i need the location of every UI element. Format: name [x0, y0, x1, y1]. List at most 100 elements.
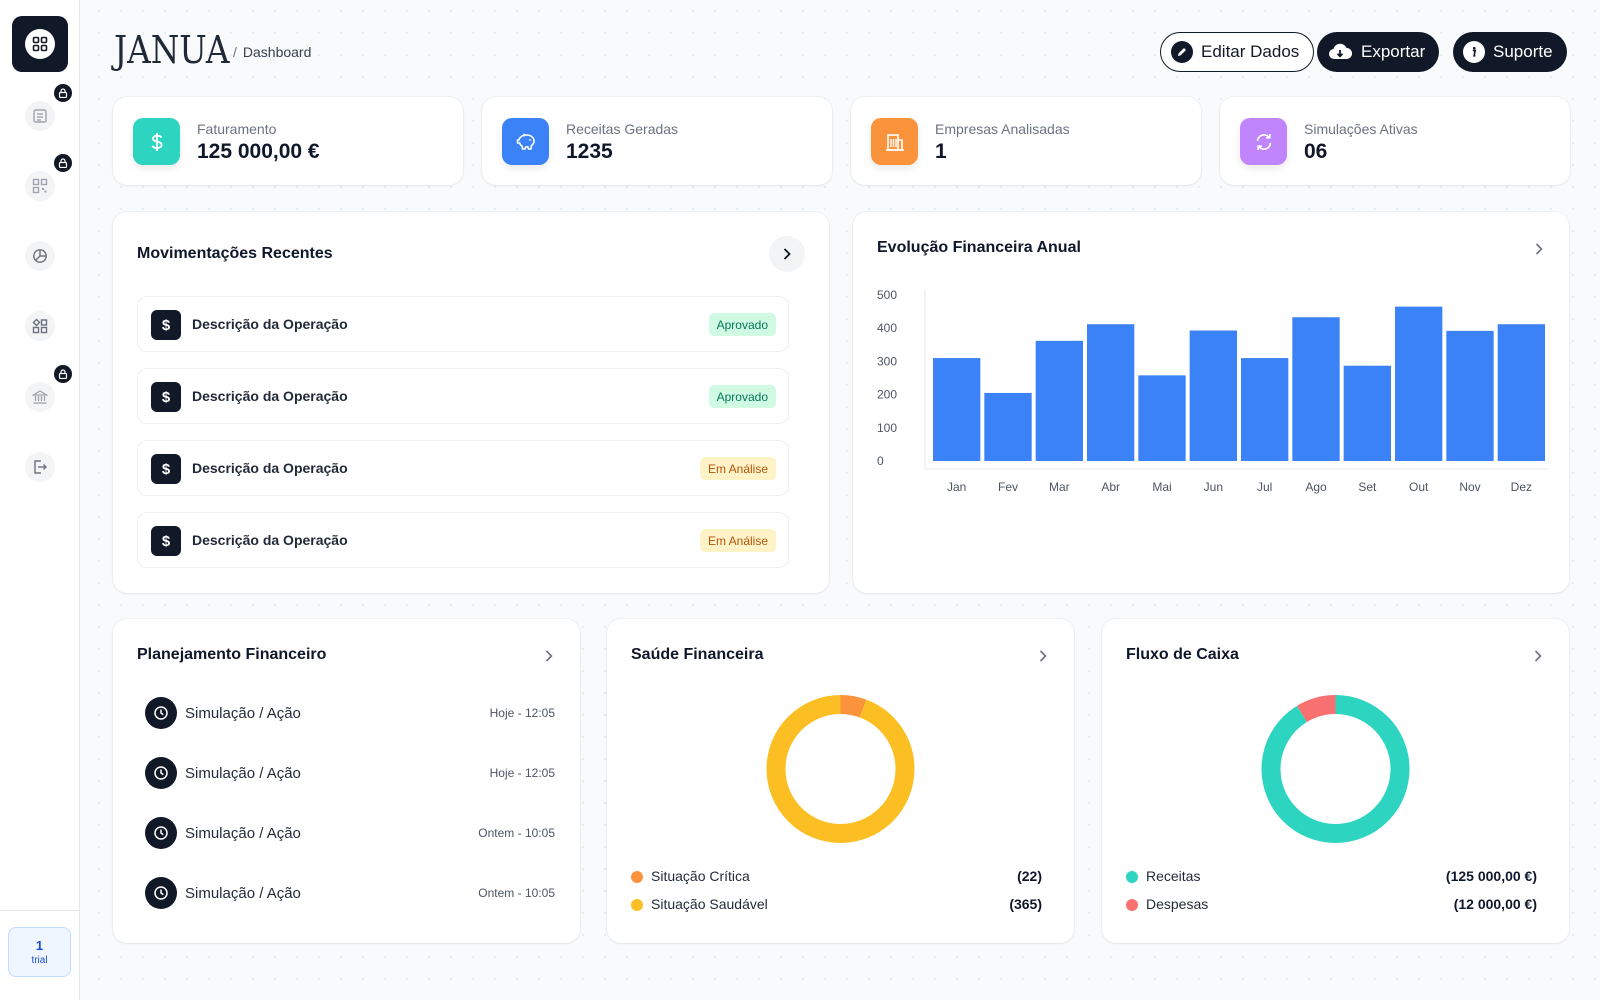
dollar-icon: $ [151, 454, 181, 484]
breadcrumb: / Dashboard [233, 44, 311, 60]
piggy-bank-icon [502, 118, 549, 165]
export-label: Exportar [1361, 42, 1426, 61]
list-item[interactable]: Simulação / Ação Hoje - 12:05 [145, 697, 555, 731]
bar [933, 358, 981, 461]
logo[interactable]: JANUA [114, 28, 230, 72]
annual-evolution-card: Evolução Financeira Anual 0 100 200 300 400 5… [853, 212, 1569, 593]
export-button[interactable]: Exportar [1317, 32, 1440, 72]
chevron-right-icon[interactable] [769, 236, 805, 272]
card-title: Evolução Financeira Anual [877, 239, 1081, 256]
stat-card-companies: Empresas Analisadas 1 [851, 97, 1201, 185]
sidebar-item-logout[interactable] [12, 439, 68, 495]
x-tick-label: Jun [1204, 480, 1223, 494]
bar [1395, 306, 1443, 461]
timestamp: Hoje - 12:05 [489, 766, 555, 780]
card-title: Saúde Financeira [631, 646, 764, 663]
list-item[interactable]: Simulação / Ação Ontem - 10:05 [145, 817, 555, 851]
stat-label: Simulações Ativas [1304, 121, 1418, 137]
status-badge: Em Análise [699, 457, 776, 480]
y-tick-label: 0 [877, 454, 884, 468]
donut-segment [766, 695, 915, 843]
legend-dot [631, 899, 643, 911]
y-tick-label: 500 [877, 288, 897, 302]
legend-dot [631, 871, 643, 883]
legend-dot [1126, 871, 1138, 883]
x-tick-label: Abr [1101, 480, 1120, 494]
x-tick-label: Ago [1305, 480, 1327, 494]
timestamp: Ontem - 10:05 [478, 886, 555, 900]
clock-icon [145, 757, 177, 789]
qr-icon [25, 171, 55, 201]
list-item[interactable]: $ Descrição da Operação Aprovado [137, 296, 789, 352]
x-tick-label: Out [1409, 480, 1429, 494]
timestamp: Ontem - 10:05 [478, 826, 555, 840]
sidebar-item-bank[interactable] [12, 365, 72, 425]
timestamp: Hoje - 12:05 [489, 706, 555, 720]
chevron-right-icon[interactable] [537, 644, 561, 668]
card-title: Fluxo de Caixa [1126, 646, 1239, 663]
sidebar-item-analytics[interactable] [12, 228, 68, 284]
breadcrumb-separator: / [233, 44, 237, 60]
stat-card-simulations: Simulações Ativas 06 [1220, 97, 1570, 185]
sidebar-item-widgets[interactable] [12, 298, 68, 354]
info-icon [1463, 41, 1485, 63]
sidebar-item-dashboard[interactable] [12, 16, 68, 72]
lock-icon [54, 365, 72, 383]
dollar-icon [133, 118, 180, 165]
refresh-icon [1240, 118, 1287, 165]
legend-label: Receitas [1146, 868, 1201, 884]
list-item[interactable]: Simulação / Ação Ontem - 10:05 [145, 877, 555, 911]
stat-label: Empresas Analisadas [935, 121, 1070, 137]
lock-icon [54, 84, 72, 102]
x-tick-label: Nov [1459, 480, 1480, 494]
y-tick-label: 100 [877, 421, 897, 435]
sidebar-item-qr[interactable] [12, 154, 72, 214]
list-item[interactable]: $ Descrição da Operação Em Análise [137, 512, 789, 568]
breadcrumb-current: Dashboard [242, 44, 312, 60]
cashflow-donut-chart [1261, 695, 1410, 843]
bar [1292, 317, 1340, 461]
donut-segment [1261, 695, 1410, 843]
x-tick-label: Mar [1049, 480, 1070, 494]
chevron-right-icon[interactable] [1526, 644, 1550, 668]
legend-value: (22) [1017, 868, 1042, 884]
support-label: Suporte [1493, 42, 1553, 61]
bar [1138, 375, 1186, 461]
operation-description: Descrição da Operação [192, 532, 348, 548]
list-item[interactable]: Simulação / Ação Hoje - 12:05 [145, 757, 555, 791]
operation-description: Descrição da Operação [192, 316, 348, 332]
y-tick-label: 400 [877, 321, 897, 335]
sidebar: 1 trial [0, 0, 80, 1000]
bar [1087, 324, 1135, 461]
chevron-right-icon[interactable] [1031, 644, 1055, 668]
legend-label: Situação Crítica [651, 868, 750, 884]
legend-value: (365) [1009, 896, 1042, 912]
trial-badge[interactable]: 1 trial [8, 927, 71, 977]
financial-planning-card: Planejamento Financeiro Simulação / Ação… [113, 619, 580, 943]
bar [1446, 330, 1494, 461]
stat-value: 125 000,00 € [197, 140, 320, 163]
stat-value: 1235 [566, 140, 613, 163]
bar [1497, 324, 1545, 461]
logout-icon [25, 452, 55, 482]
cash-flow-card: Fluxo de Caixa Receitas (125 000,00 €) D… [1102, 619, 1569, 943]
bar [984, 392, 1032, 461]
lock-icon [54, 154, 72, 172]
stat-card-revenue: Faturamento 125 000,00 € [113, 97, 463, 185]
sidebar-item-documents[interactable] [12, 84, 72, 144]
stat-label: Faturamento [197, 121, 277, 137]
edit-data-button[interactable]: Editar Dados [1160, 32, 1315, 72]
x-tick-label: Mai [1152, 480, 1171, 494]
list-item[interactable]: $ Descrição da Operação Em Análise [137, 440, 789, 496]
stat-card-receipts: Receitas Geradas 1235 [482, 97, 832, 185]
chevron-right-icon[interactable] [1527, 237, 1551, 261]
plan-action: Simulação / Ação [185, 825, 301, 842]
y-tick-label: 200 [877, 388, 897, 402]
legend-value: (12 000,00 €) [1453, 896, 1537, 912]
list-item[interactable]: $ Descrição da Operação Aprovado [137, 368, 789, 424]
financial-health-card: Saúde Financeira Situação Crítica (22) S… [607, 619, 1074, 943]
stat-value: 06 [1304, 140, 1328, 163]
bar [1241, 358, 1289, 461]
support-button[interactable]: Suporte [1453, 32, 1567, 72]
operation-description: Descrição da Operação [192, 388, 348, 404]
